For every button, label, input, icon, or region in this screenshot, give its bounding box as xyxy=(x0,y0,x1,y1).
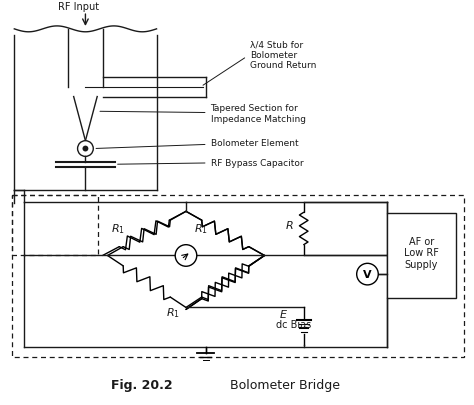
Text: Low RF: Low RF xyxy=(404,248,439,258)
Bar xyxy=(12,195,464,357)
Text: $R_1$: $R_1$ xyxy=(194,222,208,235)
Circle shape xyxy=(357,264,378,285)
Text: RF Input: RF Input xyxy=(58,2,99,12)
Circle shape xyxy=(78,141,93,157)
Text: Bolometer Element: Bolometer Element xyxy=(96,139,298,149)
Text: λ/4 Stub for
Bolometer
Ground Return: λ/4 Stub for Bolometer Ground Return xyxy=(203,40,316,86)
Text: $E$: $E$ xyxy=(279,307,288,320)
Text: V: V xyxy=(363,269,372,279)
Bar xyxy=(387,214,456,298)
Text: $R_1$: $R_1$ xyxy=(166,305,180,319)
Text: Bolometer Bridge: Bolometer Bridge xyxy=(230,378,340,391)
Text: AF or: AF or xyxy=(409,236,434,246)
Circle shape xyxy=(175,245,197,266)
Text: R: R xyxy=(286,220,294,230)
Circle shape xyxy=(82,146,88,152)
Bar xyxy=(12,195,98,256)
Text: Supply: Supply xyxy=(405,260,438,270)
Text: Tapered Section for
Impedance Matching: Tapered Section for Impedance Matching xyxy=(100,104,306,124)
Text: RF Bypass Capacitor: RF Bypass Capacitor xyxy=(118,158,303,167)
Text: Fig. 20.2: Fig. 20.2 xyxy=(111,378,173,391)
Text: $R_1$: $R_1$ xyxy=(111,222,126,235)
Text: dc Bias: dc Bias xyxy=(276,319,311,329)
